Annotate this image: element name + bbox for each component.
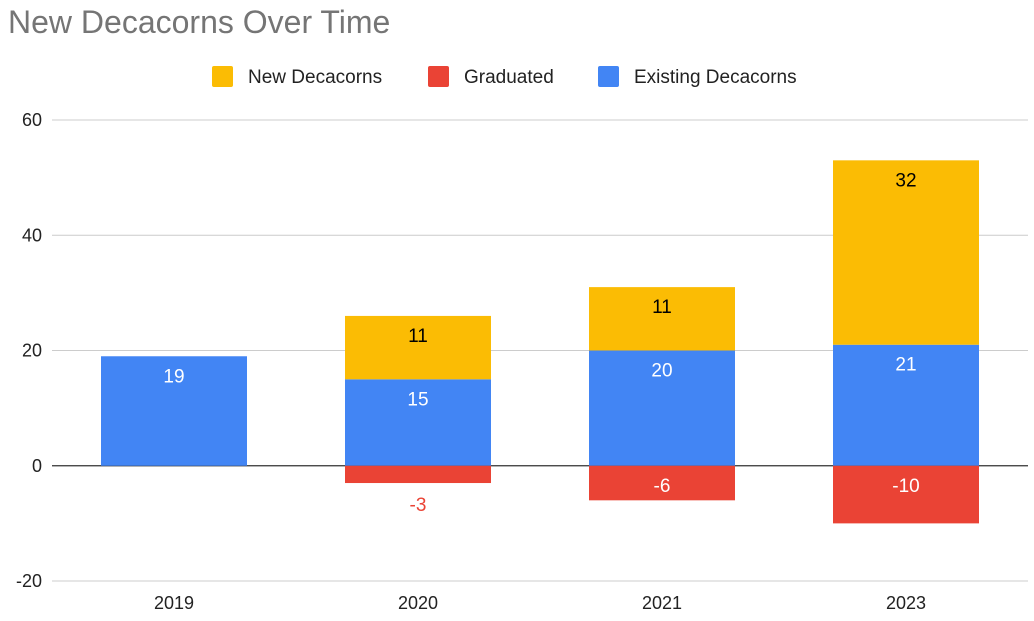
- data-label: -6: [654, 476, 671, 497]
- bars: [101, 160, 979, 524]
- bar-new-decacorns: [833, 160, 979, 345]
- bar-existing-decacorns: [345, 379, 491, 466]
- x-axis: 2019 2020 2021 2023: [154, 593, 926, 613]
- y-tick-label: 60: [22, 110, 42, 130]
- bar-graduated: [589, 465, 735, 501]
- bar-graduated: [833, 465, 979, 524]
- chart-title: New Decacorns Over Time: [8, 4, 391, 40]
- bar-new-decacorns: [589, 287, 735, 351]
- legend-swatch: [212, 66, 233, 87]
- bar-new-decacorns: [345, 315, 491, 380]
- data-label: 19: [163, 366, 184, 387]
- x-tick-label: 2023: [886, 593, 926, 613]
- y-tick-label: 40: [22, 225, 42, 245]
- bar-existing-decacorns: [833, 344, 979, 466]
- legend-label: Existing Decacorns: [634, 67, 797, 88]
- bar-labels: 19 15 11 -3 20 11 -6 21 32 -10: [163, 170, 919, 516]
- data-label: 11: [408, 326, 428, 347]
- legend-label: Graduated: [464, 67, 554, 88]
- data-label: 21: [895, 355, 916, 376]
- data-label: 20: [651, 361, 672, 382]
- y-tick-label: -20: [16, 571, 42, 591]
- y-axis: -20 0 20 40 60: [16, 110, 42, 591]
- data-label: 11: [652, 297, 672, 318]
- data-label: -3: [410, 495, 427, 516]
- legend-swatch: [428, 66, 449, 87]
- legend: New Decacorns Graduated Existing Decacorns: [212, 66, 797, 88]
- data-label: -10: [892, 476, 919, 497]
- bar-graduated: [345, 465, 491, 484]
- x-tick-label: 2019: [154, 593, 194, 613]
- y-tick-label: 20: [22, 341, 42, 361]
- bar-existing-decacorns: [589, 350, 735, 466]
- x-tick-label: 2021: [642, 593, 682, 613]
- data-label: 32: [895, 170, 916, 191]
- x-tick-label: 2020: [398, 593, 438, 613]
- legend-label: New Decacorns: [248, 67, 382, 88]
- legend-swatch: [598, 66, 619, 87]
- bar-existing-decacorns: [101, 356, 247, 466]
- y-tick-label: 0: [32, 456, 42, 476]
- data-label: 15: [407, 389, 428, 410]
